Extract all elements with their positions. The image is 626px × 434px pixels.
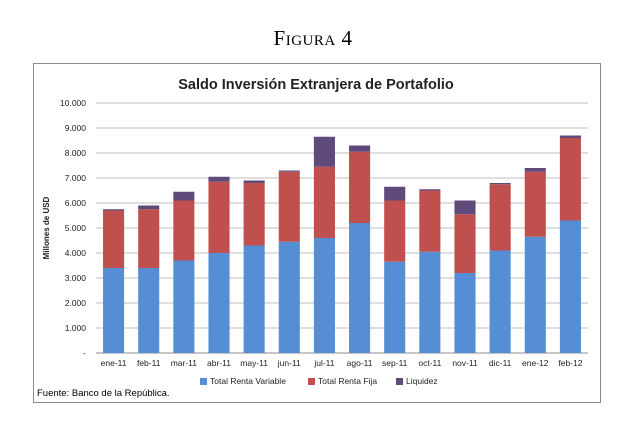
bar-total-renta-fija xyxy=(243,183,265,246)
x-tick-label: nov-11 xyxy=(452,358,478,368)
bar-total-renta-variable xyxy=(173,260,195,353)
bar-total-renta-variable xyxy=(489,250,511,353)
bar-total-renta-variable xyxy=(103,268,125,353)
y-axis-label: Millones de USD xyxy=(42,196,51,259)
legend-swatch xyxy=(308,378,315,385)
bar-total-renta-variable xyxy=(419,251,441,353)
x-tick-label: feb-12 xyxy=(558,358,582,368)
x-tick-label: jun-11 xyxy=(277,358,301,368)
bar-total-renta-fija xyxy=(524,171,546,237)
y-tick-label: 5.000 xyxy=(65,223,87,233)
bar-total-renta-variable xyxy=(243,245,265,353)
y-tick-label: 9.000 xyxy=(65,123,87,133)
bar-total-renta-fija xyxy=(313,166,335,238)
x-tick-label: sep-11 xyxy=(382,358,408,368)
grid-layer xyxy=(96,102,588,354)
y-tick-label: 6.000 xyxy=(65,198,87,208)
legend-label: Total Renta Variable xyxy=(210,376,286,386)
bar-total-renta-fija xyxy=(384,200,406,262)
bar-total-renta-fija xyxy=(349,151,371,223)
legend: Total Renta Variable Total Renta Fija Liqu… xyxy=(200,376,438,386)
bar-liquidez xyxy=(313,136,335,167)
bar-total-renta-variable xyxy=(313,238,335,353)
bar-total-renta-fija xyxy=(103,210,125,268)
x-tick-label: jul-11 xyxy=(313,358,334,368)
bar-liquidez xyxy=(138,205,160,210)
bar-liquidez xyxy=(349,145,371,152)
bar-liquidez xyxy=(103,209,125,211)
x-tick-label: oct-11 xyxy=(418,358,441,368)
x-tick-label: ene-11 xyxy=(101,358,127,368)
bar-total-renta-variable xyxy=(454,273,476,353)
bar-liquidez xyxy=(454,200,476,215)
bar-total-renta-fija xyxy=(138,209,160,268)
figure-label: Figura 4 xyxy=(273,26,353,50)
legend-label: Liquidez xyxy=(406,376,438,386)
y-axis-labels: - 1.000 2.000 3.000 4.000 5.000 6.000 7.000 8.00… xyxy=(60,98,86,358)
source-note: Fuente: Banco de la República. xyxy=(37,388,170,399)
x-tick-label: ago-11 xyxy=(347,358,373,368)
x-tick-label: may-11 xyxy=(240,358,268,368)
bar-liquidez xyxy=(559,135,581,138)
x-tick-label: abr-11 xyxy=(207,358,231,368)
bar-total-renta-variable xyxy=(384,261,406,353)
y-tick-label: 7.000 xyxy=(65,173,87,183)
bar-total-renta-fija xyxy=(419,190,441,252)
bar-total-renta-fija xyxy=(278,171,300,242)
bar-liquidez xyxy=(419,189,441,191)
chart-title: Saldo Inversión Extranjera de Portafolio xyxy=(178,77,454,93)
y-tick-label: 2.000 xyxy=(65,298,87,308)
bar-total-renta-variable xyxy=(349,223,371,353)
bars-layer xyxy=(103,135,581,353)
y-tick-label: - xyxy=(83,348,86,358)
bar-liquidez xyxy=(489,183,511,185)
y-tick-label: 1.000 xyxy=(65,323,87,333)
bar-total-renta-fija xyxy=(559,138,581,221)
y-tick-label: 10.000 xyxy=(60,98,86,108)
bar-total-renta-fija xyxy=(489,184,511,251)
legend-swatch xyxy=(200,378,207,385)
x-tick-label: feb-11 xyxy=(137,358,161,368)
bar-total-renta-variable xyxy=(559,220,581,353)
y-tick-label: 8.000 xyxy=(65,148,87,158)
x-axis-labels: ene-11 feb-11 mar-11 abr-11 may-11 jun-11 jul-… xyxy=(101,358,583,368)
y-tick-label: 4.000 xyxy=(65,248,87,258)
y-tick-label: 3.000 xyxy=(65,273,87,283)
bar-total-renta-fija xyxy=(454,214,476,273)
bar-liquidez xyxy=(208,176,230,182)
legend-swatch xyxy=(396,378,403,385)
bar-liquidez xyxy=(243,180,265,183)
bar-total-renta-variable xyxy=(208,253,230,353)
bar-liquidez xyxy=(173,191,195,201)
bar-total-renta-fija xyxy=(208,181,230,253)
x-tick-label: ene-12 xyxy=(522,358,549,368)
bar-total-renta-variable xyxy=(138,268,160,353)
x-tick-label: mar-11 xyxy=(171,358,198,368)
x-tick-label: dic-11 xyxy=(489,358,512,368)
bar-total-renta-variable xyxy=(524,236,546,353)
bar-liquidez xyxy=(524,168,546,172)
bar-liquidez xyxy=(384,186,406,201)
bar-total-renta-fija xyxy=(173,200,195,261)
bar-liquidez xyxy=(278,170,300,172)
legend-label: Total Renta Fija xyxy=(318,376,377,386)
bar-total-renta-variable xyxy=(278,241,300,353)
